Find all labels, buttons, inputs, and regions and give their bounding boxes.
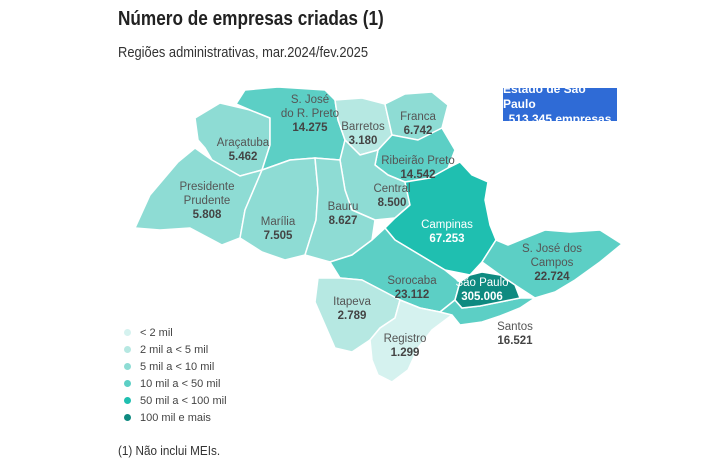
region-name2-sjrp: do R. Preto	[281, 108, 339, 120]
region-name-campinas: Campinas	[421, 219, 473, 231]
region-value-itapeva: 2.789	[338, 310, 367, 322]
map-subtitle: Regiões administrativas, mar.2024/fev.20…	[118, 44, 369, 61]
legend-item: 10 mil a < 50 mil	[124, 375, 227, 392]
region-value-sorocaba: 23.112	[395, 289, 430, 301]
region-value-franca: 6.742	[404, 125, 433, 137]
region-name-sjc: S. José dos	[522, 243, 582, 255]
region-name2-pp: Prudente	[184, 195, 231, 207]
region-value-marilia: 7.505	[264, 230, 293, 242]
legend-item: 50 mil a < 100 mil	[124, 392, 227, 409]
legend-item: 2 mil a < 5 mil	[124, 341, 227, 358]
legend-swatch-icon	[124, 363, 131, 370]
legend-label: 5 mil a < 10 mil	[140, 360, 215, 373]
region-value-pp: 5.808	[193, 209, 222, 221]
legend-item: < 2 mil	[124, 324, 227, 341]
region-name-santos: Santos	[497, 321, 533, 333]
region-name-marilia: Marília	[261, 216, 296, 228]
region-value-sjrp: 14.275	[292, 122, 328, 134]
legend-swatch-icon	[124, 397, 131, 404]
region-name-registro: Registro	[384, 333, 427, 345]
region-name-barretos: Barretos	[341, 121, 385, 133]
region-value-barretos: 3.180	[349, 135, 378, 147]
region-value-santos: 16.521	[497, 335, 533, 347]
region-shape-registro[interactable]	[369, 299, 453, 383]
region-name-itapeva: Itapeva	[333, 296, 371, 308]
state-name: Estado de São Paulo	[503, 82, 586, 111]
region-shape-saopaulo[interactable]	[454, 271, 521, 309]
region-value-ribeirao: 14.542	[400, 169, 435, 181]
legend-swatch-icon	[124, 380, 131, 387]
region-value-bauru: 8.627	[329, 215, 358, 227]
state-total: 513.345 empresas	[508, 112, 612, 126]
legend-label: 2 mil a < 5 mil	[140, 343, 209, 356]
region-name-sorocaba: Sorocaba	[387, 275, 437, 287]
legend-swatch-icon	[124, 414, 131, 421]
legend-swatch-icon	[124, 346, 131, 353]
region-value-sjc: 22.724	[534, 271, 570, 283]
region-value-saopaulo: 305.006	[461, 291, 503, 303]
state-total-box: Estado de São Paulo 513.345 empresas	[503, 82, 617, 126]
region-name-franca: Franca	[400, 111, 436, 123]
region-value-campinas: 67.253	[429, 233, 464, 245]
region-name-aracatuba: Araçatuba	[217, 137, 270, 149]
region-name-bauru: Bauru	[328, 201, 359, 213]
region-value-central: 8.500	[378, 197, 407, 209]
legend-item: 5 mil a < 10 mil	[124, 358, 227, 375]
region-value-registro: 1.299	[391, 347, 420, 359]
legend-item: 100 mil e mais	[124, 409, 227, 426]
legend: < 2 mil 2 mil a < 5 mil 5 mil a < 10 mil 10…	[124, 324, 227, 426]
region-name-central: Central	[373, 183, 410, 195]
region-value-aracatuba: 5.462	[229, 151, 258, 163]
region-name2-sjc: Campos	[531, 257, 574, 269]
legend-swatch-icon	[124, 329, 131, 336]
legend-label: 10 mil a < 50 mil	[140, 377, 221, 390]
legend-label: 50 mil a < 100 mil	[140, 394, 227, 407]
legend-label: < 2 mil	[140, 326, 173, 339]
legend-label: 100 mil e mais	[140, 411, 211, 424]
region-name-saopaulo: São Paulo	[455, 277, 508, 289]
region-name-ribeirao: Ribeirão Preto	[381, 155, 455, 167]
region-name-pp: Presidente	[180, 181, 235, 193]
region-name-sjrp: S. José	[291, 94, 329, 106]
map-title: Número de empresas criadas (1)	[118, 8, 384, 30]
footnote: (1) Não inclui MEIs.	[118, 443, 221, 458]
